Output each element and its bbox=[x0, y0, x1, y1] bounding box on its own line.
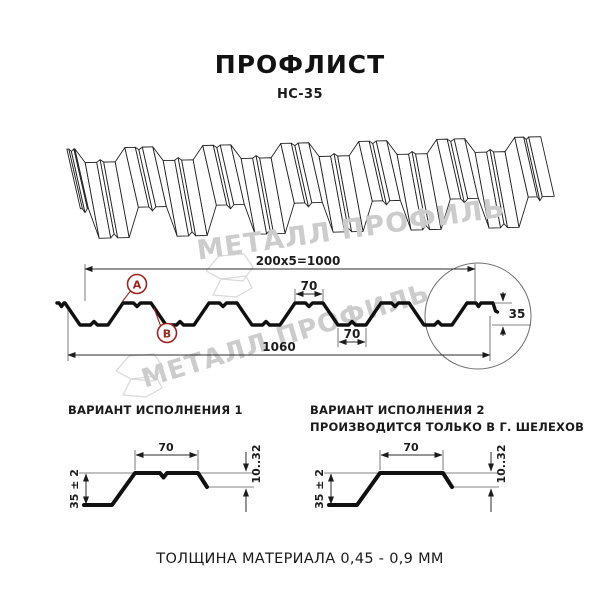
material-thickness-note: ТОЛЩИНА МАТЕРИАЛА 0,45 - 0,9 ММ bbox=[156, 551, 444, 567]
marker-b-label: В bbox=[163, 328, 171, 341]
marker-b-circle bbox=[156, 322, 178, 344]
variant-profile-path bbox=[82, 471, 209, 507]
dimension-edge-height: 10..32 bbox=[250, 445, 263, 484]
variant-2-drawing: 70 35 ± 2 10..32 bbox=[313, 441, 508, 512]
variant-2-note: ПРОИЗВОДИТСЯ ТОЛЬКО В Г. ШЕЛЕХОВ bbox=[310, 419, 585, 434]
variant-profile-path bbox=[327, 471, 454, 507]
dimension-module: 200x5=1000 bbox=[256, 254, 341, 268]
marker-a-leader bbox=[121, 290, 131, 303]
variant-1-drawing: 70 35 ± 2 10..32 bbox=[68, 441, 263, 512]
brand-logo-pentagon-icon bbox=[212, 275, 253, 298]
watermark-brand-text: МЕТАЛЛ ПРОФИЛЬ bbox=[138, 278, 433, 394]
variant-2-title: ВАРИАНТ ИСПОЛНЕНИЯ 2 bbox=[310, 403, 485, 417]
dimension-height: 35 bbox=[509, 307, 526, 321]
cross-section-drawing: 200x5=1000 70 70 1060 35 А В bbox=[55, 254, 532, 370]
profile-model-subtitle: НС-35 bbox=[277, 87, 323, 102]
dimension-crest-top: 70 bbox=[301, 279, 318, 293]
dimension-overall-width: 1060 bbox=[262, 340, 295, 354]
brand-logo-pentagon-icon bbox=[122, 375, 163, 398]
marker-a-circle bbox=[126, 273, 148, 295]
variant-1-title: ВАРИАНТ ИСПОЛНЕНИЯ 1 bbox=[68, 403, 243, 417]
dimension-edge-height: 10..32 bbox=[495, 445, 508, 484]
corrugated-sheet-3d-view bbox=[66, 136, 555, 239]
profile-outline-path bbox=[55, 301, 500, 327]
marker-a-label: А bbox=[133, 279, 142, 292]
dimension-height: 35 ± 2 bbox=[313, 469, 326, 509]
dimension-top-width: 70 bbox=[403, 441, 419, 454]
sheet-rib-facet bbox=[528, 136, 555, 198]
profile-outline bbox=[55, 301, 500, 327]
variant-2-header: ВАРИАНТ ИСПОЛНЕНИЯ 2 ПРОИЗВОДИТСЯ ТОЛЬКО… bbox=[310, 402, 584, 435]
page-title: ПРОФЛИСТ bbox=[214, 50, 386, 79]
dimension-top-width: 70 bbox=[158, 441, 174, 454]
edge-detail-circle bbox=[424, 262, 532, 370]
dimension-height: 35 ± 2 bbox=[68, 469, 81, 509]
marker-b-leader bbox=[153, 307, 162, 328]
variant-1-header: ВАРИАНТ ИСПОЛНЕНИЯ 1 bbox=[68, 402, 243, 419]
dimension-valley-bottom: 70 bbox=[344, 327, 361, 341]
